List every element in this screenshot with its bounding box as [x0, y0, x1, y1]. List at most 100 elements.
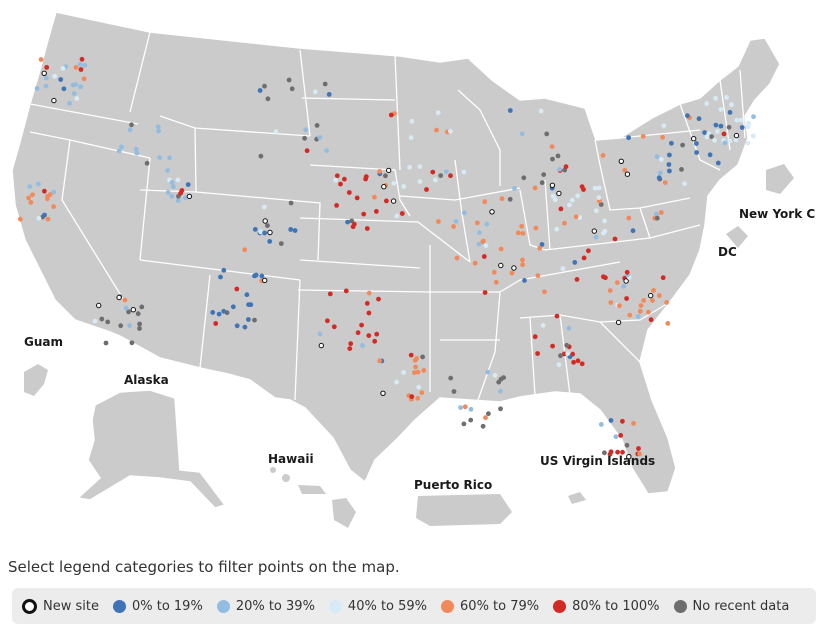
- site-point[interactable]: [498, 406, 503, 411]
- site-point[interactable]: [39, 57, 44, 62]
- site-point[interactable]: [462, 422, 467, 427]
- site-point[interactable]: [156, 129, 161, 134]
- new-site-point[interactable]: [387, 168, 391, 172]
- site-point[interactable]: [139, 305, 144, 310]
- new-site-point[interactable]: [619, 159, 623, 163]
- site-point[interactable]: [448, 129, 453, 134]
- site-point[interactable]: [620, 419, 625, 424]
- site-point[interactable]: [522, 278, 527, 283]
- site-point[interactable]: [567, 326, 572, 331]
- site-point[interactable]: [486, 411, 491, 416]
- site-point[interactable]: [685, 113, 690, 118]
- site-point[interactable]: [722, 132, 727, 137]
- site-point[interactable]: [537, 246, 542, 251]
- site-point[interactable]: [157, 155, 162, 160]
- site-point[interactable]: [434, 128, 439, 133]
- site-point[interactable]: [376, 297, 381, 302]
- site-point[interactable]: [421, 368, 426, 373]
- site-point[interactable]: [324, 148, 329, 153]
- new-site-point[interactable]: [624, 279, 628, 283]
- site-point[interactable]: [719, 124, 724, 129]
- site-point[interactable]: [665, 321, 670, 326]
- site-point[interactable]: [117, 149, 122, 154]
- site-point[interactable]: [751, 114, 756, 119]
- site-point[interactable]: [35, 86, 40, 91]
- site-point[interactable]: [262, 205, 267, 210]
- site-point[interactable]: [44, 65, 49, 70]
- site-point[interactable]: [669, 141, 674, 146]
- legend-item-80-100[interactable]: 80% to 100%: [553, 599, 659, 614]
- site-point[interactable]: [562, 221, 567, 226]
- site-point[interactable]: [394, 214, 399, 219]
- site-point[interactable]: [704, 101, 709, 106]
- site-point[interactable]: [694, 150, 699, 155]
- site-point[interactable]: [259, 274, 264, 279]
- site-point[interactable]: [377, 358, 382, 363]
- new-site-point[interactable]: [512, 266, 516, 270]
- site-point[interactable]: [170, 180, 175, 185]
- site-point[interactable]: [290, 86, 295, 91]
- site-point[interactable]: [705, 135, 710, 140]
- site-point[interactable]: [409, 394, 414, 399]
- site-point[interactable]: [694, 141, 699, 146]
- site-point[interactable]: [575, 193, 580, 198]
- site-point[interactable]: [564, 164, 569, 169]
- site-point[interactable]: [36, 182, 41, 187]
- site-point[interactable]: [82, 76, 87, 81]
- site-point[interactable]: [564, 343, 569, 348]
- site-point[interactable]: [498, 389, 503, 394]
- legend-item-60-79[interactable]: 60% to 79%: [441, 599, 539, 614]
- site-point[interactable]: [636, 314, 641, 319]
- legend-item-20-39[interactable]: 20% to 39%: [217, 599, 315, 614]
- site-point[interactable]: [394, 380, 399, 385]
- site-point[interactable]: [609, 418, 614, 423]
- site-point[interactable]: [493, 373, 498, 378]
- site-point[interactable]: [409, 353, 414, 358]
- site-point[interactable]: [436, 110, 441, 115]
- site-point[interactable]: [372, 195, 377, 200]
- site-point[interactable]: [473, 261, 478, 266]
- site-point[interactable]: [104, 341, 109, 346]
- site-point[interactable]: [80, 57, 85, 62]
- site-point[interactable]: [682, 181, 687, 186]
- site-point[interactable]: [739, 118, 744, 123]
- site-point[interactable]: [128, 127, 133, 132]
- site-point[interactable]: [615, 280, 620, 285]
- site-point[interactable]: [576, 358, 581, 363]
- site-point[interactable]: [482, 199, 487, 204]
- new-site-point[interactable]: [131, 308, 135, 312]
- site-point[interactable]: [452, 389, 457, 394]
- site-point[interactable]: [574, 214, 579, 219]
- site-point[interactable]: [641, 298, 646, 303]
- site-point[interactable]: [533, 334, 538, 339]
- site-point[interactable]: [444, 169, 449, 174]
- site-point[interactable]: [544, 132, 549, 137]
- site-point[interactable]: [265, 223, 270, 228]
- site-point[interactable]: [508, 108, 513, 113]
- site-point[interactable]: [558, 353, 563, 358]
- site-point[interactable]: [533, 186, 538, 191]
- site-point[interactable]: [217, 312, 222, 317]
- site-point[interactable]: [602, 219, 607, 224]
- site-point[interactable]: [608, 300, 613, 305]
- site-point[interactable]: [484, 243, 489, 248]
- site-point[interactable]: [52, 74, 57, 79]
- site-point[interactable]: [51, 190, 56, 195]
- site-point[interactable]: [708, 152, 713, 157]
- site-point[interactable]: [438, 173, 443, 178]
- site-point[interactable]: [451, 224, 456, 229]
- site-point[interactable]: [338, 182, 343, 187]
- site-point[interactable]: [655, 216, 660, 221]
- site-point[interactable]: [327, 92, 332, 97]
- site-point[interactable]: [727, 139, 732, 144]
- site-point[interactable]: [18, 217, 23, 222]
- site-point[interactable]: [118, 323, 123, 328]
- site-point[interactable]: [556, 154, 561, 159]
- site-point[interactable]: [572, 260, 577, 265]
- site-point[interactable]: [542, 289, 547, 294]
- site-point[interactable]: [136, 311, 141, 316]
- site-point[interactable]: [702, 130, 707, 135]
- site-point[interactable]: [519, 224, 524, 229]
- site-point[interactable]: [289, 201, 294, 206]
- site-point[interactable]: [258, 88, 263, 93]
